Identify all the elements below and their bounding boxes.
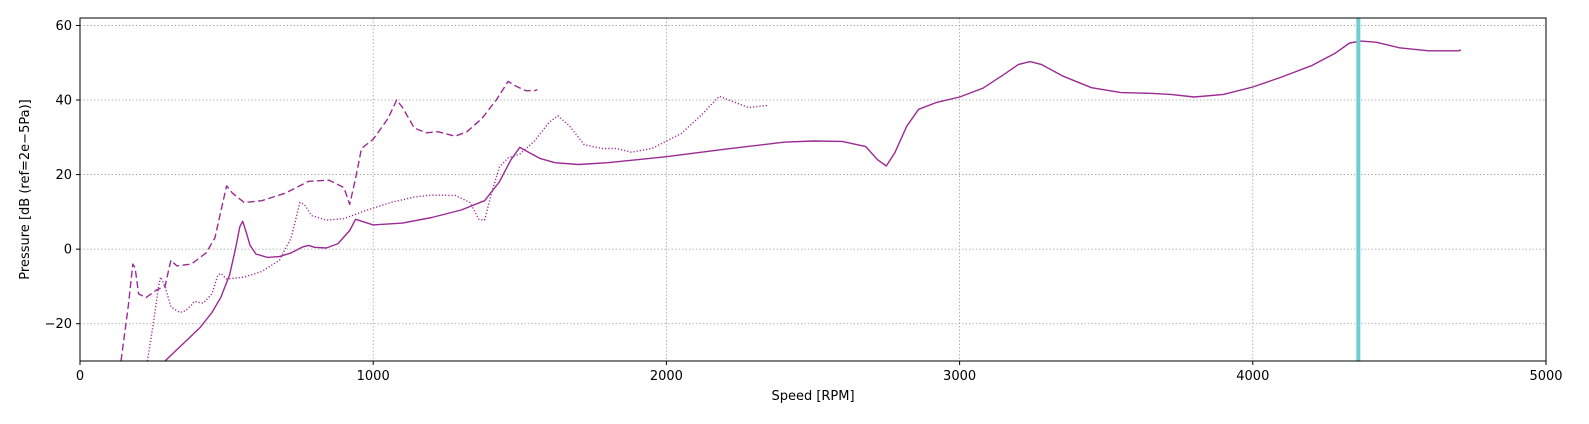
y-tick-label: 40 <box>55 94 72 109</box>
series-layer <box>120 18 1462 361</box>
x-tick-label: 0 <box>76 369 84 384</box>
grid <box>79 18 1547 361</box>
series-line-dashed <box>120 80 538 361</box>
series-line-solid <box>164 40 1462 361</box>
x-tick-label: 2000 <box>650 369 683 384</box>
x-tick-label: 4000 <box>1236 369 1269 384</box>
ticks: 0 1000 2000 3000 4000 5000 −20 0 20 40 60 <box>45 19 1563 384</box>
y-axis-label: Pressure [dB (ref=2e−5Pa)] <box>18 99 33 279</box>
y-tick-label: −20 <box>45 317 72 332</box>
plot-frame <box>79 17 1547 362</box>
series-line-dotted <box>146 95 769 361</box>
y-tick-label: 0 <box>64 243 72 258</box>
y-tick-label: 60 <box>55 19 72 34</box>
x-axis-label: Speed [RPM] <box>771 389 854 404</box>
y-tick-label: 20 <box>55 168 72 183</box>
x-tick-label: 1000 <box>357 369 390 384</box>
x-tick-label: 3000 <box>943 369 976 384</box>
x-tick-label: 5000 <box>1529 369 1562 384</box>
